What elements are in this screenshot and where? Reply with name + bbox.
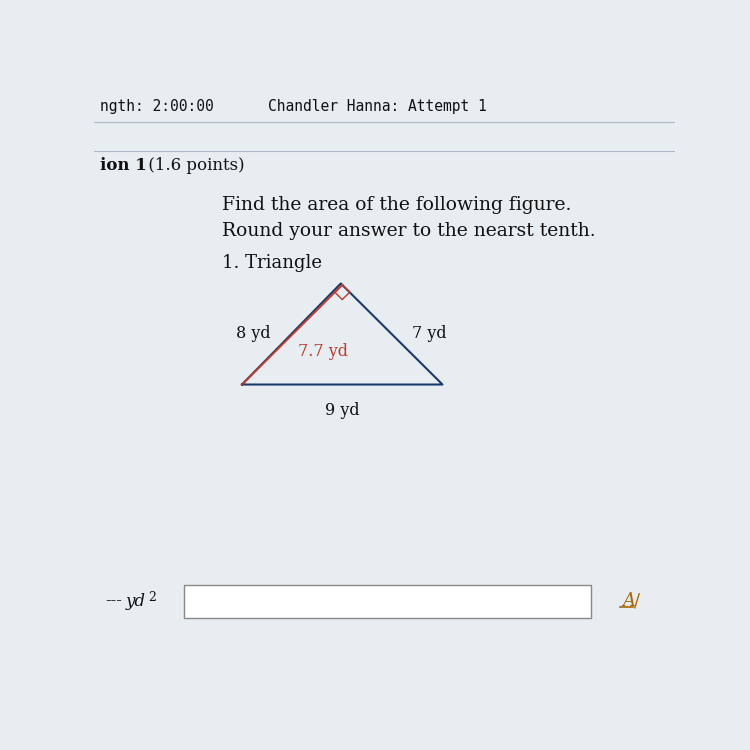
Text: ngth: 2:00:00: ngth: 2:00:00 xyxy=(100,99,213,114)
Text: yd: yd xyxy=(126,592,146,610)
Text: A: A xyxy=(622,592,635,610)
Text: (1.6 points): (1.6 points) xyxy=(143,157,244,173)
FancyBboxPatch shape xyxy=(184,585,591,619)
Text: Round your answer to the nearst tenth.: Round your answer to the nearst tenth. xyxy=(222,223,596,241)
Text: Find the area of the following figure.: Find the area of the following figure. xyxy=(222,196,571,214)
Text: Chandler Hanna: Attempt 1: Chandler Hanna: Attempt 1 xyxy=(268,99,487,114)
Text: 8 yd: 8 yd xyxy=(236,326,271,343)
Text: ---: --- xyxy=(105,592,122,610)
Text: 9 yd: 9 yd xyxy=(325,402,359,418)
Text: 2: 2 xyxy=(148,590,156,604)
Text: ion 1: ion 1 xyxy=(100,157,146,173)
Text: 1. Triangle: 1. Triangle xyxy=(222,254,322,272)
Text: /: / xyxy=(634,592,640,610)
Text: 7 yd: 7 yd xyxy=(412,326,446,343)
Text: 7.7 yd: 7.7 yd xyxy=(298,344,348,361)
